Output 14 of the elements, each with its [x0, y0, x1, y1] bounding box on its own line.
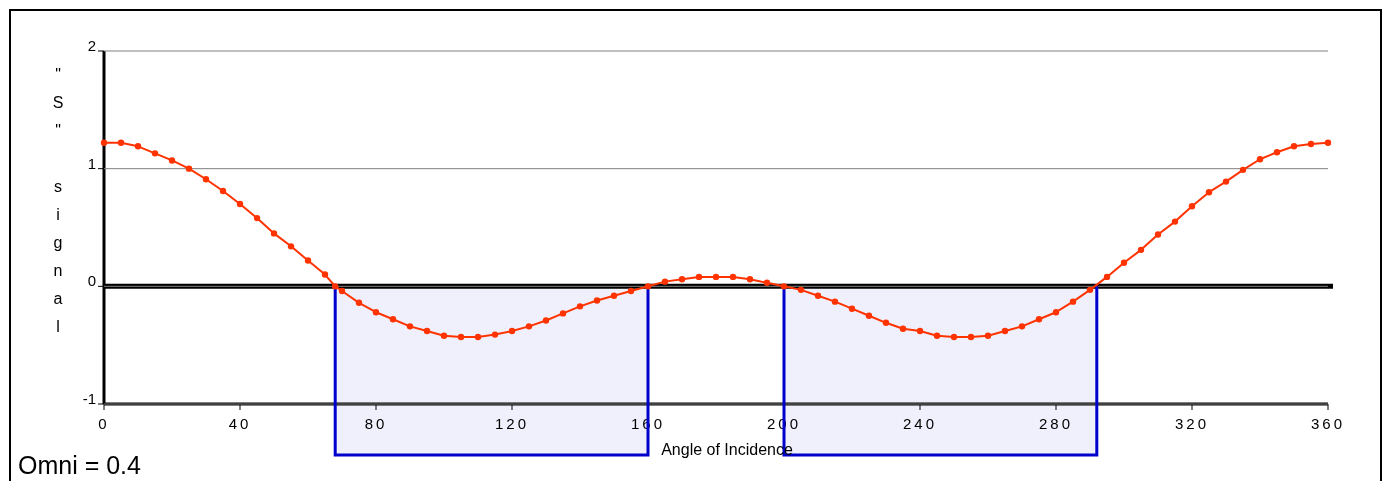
y-tick-label: 2 [87, 36, 96, 54]
y-tick-label: 1 [87, 154, 96, 172]
text: "S" signal [52, 66, 64, 335]
x-tick-label: 120 [494, 415, 530, 432]
x-tick-label: 360 [1310, 415, 1346, 432]
text: Omni = 0.4 [18, 451, 142, 479]
y-tick-label: -1 [82, 389, 96, 407]
x-tick-label: 320 [1174, 415, 1210, 432]
y-tick-label: 0 [87, 272, 96, 290]
x-tick-label: 240 [902, 415, 938, 432]
x-tick-label: 80 [364, 415, 388, 432]
x-tick-label: 40 [228, 415, 252, 432]
x-tick-label: 0 [98, 415, 110, 432]
x-tick-label: 280 [1038, 415, 1074, 432]
